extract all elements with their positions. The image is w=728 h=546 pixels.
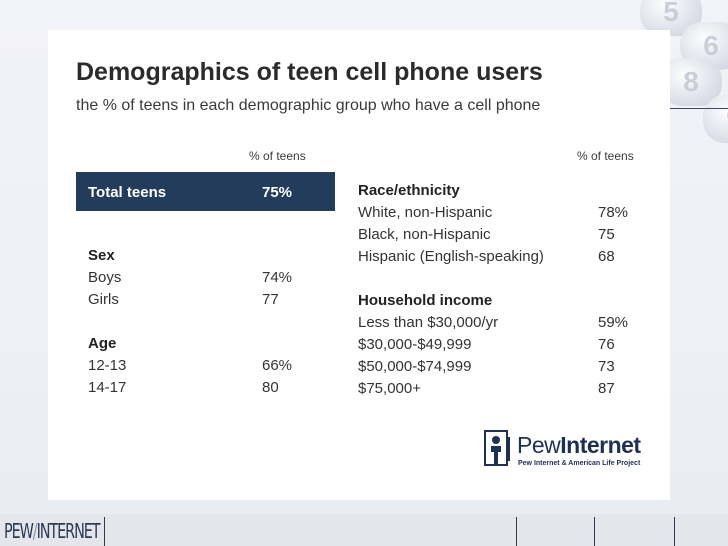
sex-row-value: 77 xyxy=(262,291,279,308)
race-row-value: 75 xyxy=(598,226,615,243)
left-column-header: % of teens xyxy=(249,149,306,163)
race-row-label: White, non-Hispanic xyxy=(358,204,493,221)
race-row-label: Hispanic (English-speaking) xyxy=(358,248,544,265)
sex-row-label: Boys xyxy=(88,269,122,286)
footer-brand-left: PEW xyxy=(4,519,34,543)
income-row-label: $75,000+ xyxy=(358,380,421,397)
footer-divider xyxy=(594,517,595,546)
total-teens-value: 75% xyxy=(262,184,293,201)
income-row-label: $30,000-$49,999 xyxy=(358,336,472,353)
footer-brand-slash: / xyxy=(32,519,38,543)
logo-name-bold: Internet xyxy=(560,432,641,458)
total-teens-label: Total teens xyxy=(88,184,167,201)
right-column-header: % of teens xyxy=(577,149,634,163)
income-row-value: 76 xyxy=(598,336,615,353)
footer-divider xyxy=(516,517,517,546)
income-row-value: 59% xyxy=(598,314,629,331)
age-row-value: 80 xyxy=(262,379,279,396)
sex-row-value: 74% xyxy=(262,269,293,286)
age-heading: Age xyxy=(88,335,117,352)
income-row-label: $50,000-$74,999 xyxy=(358,358,472,375)
logo-name-light: Pew xyxy=(517,432,561,458)
footer-divider xyxy=(104,517,105,546)
sex-row-label: Girls xyxy=(88,291,119,308)
logo-tagline: Pew Internet & American Life Project xyxy=(518,460,641,467)
income-row-value: 73 xyxy=(598,358,615,375)
phone-keypad-background: 5 6 8 9 xyxy=(455,0,728,160)
income-heading: Household income xyxy=(358,292,493,309)
sex-heading: Sex xyxy=(88,247,115,264)
race-row-value: 78% xyxy=(598,204,629,221)
age-row-label: 14-17 xyxy=(88,379,127,396)
page-subtitle: the % of teens in each demographic group… xyxy=(76,97,541,114)
income-row-value: 87 xyxy=(598,380,615,397)
race-row-value: 68 xyxy=(598,248,615,265)
total-teens-highlight xyxy=(76,172,335,211)
income-row-label: Less than $30,000/yr xyxy=(358,314,499,331)
age-row-label: 12-13 xyxy=(88,357,127,374)
footer-brand: PEW/INTERNET xyxy=(4,519,101,543)
pew-internet-logo: PewInternet Pew Internet & American Life… xyxy=(484,427,641,473)
age-row-value: 66% xyxy=(262,357,293,374)
race-heading: Race/ethnicity xyxy=(358,182,460,199)
footer-divider xyxy=(674,517,675,546)
divider-line xyxy=(668,108,728,109)
page-title: Demographics of teen cell phone users xyxy=(76,58,543,86)
footer-brand-right: INTERNET xyxy=(36,519,101,543)
logo-wordmark: PewInternet xyxy=(517,432,641,459)
content-panel xyxy=(48,30,670,500)
pew-logo-icon xyxy=(484,430,510,466)
keypad-key: 9 xyxy=(703,95,728,143)
footer-bar xyxy=(0,514,728,546)
race-row-label: Black, non-Hispanic xyxy=(358,226,491,243)
